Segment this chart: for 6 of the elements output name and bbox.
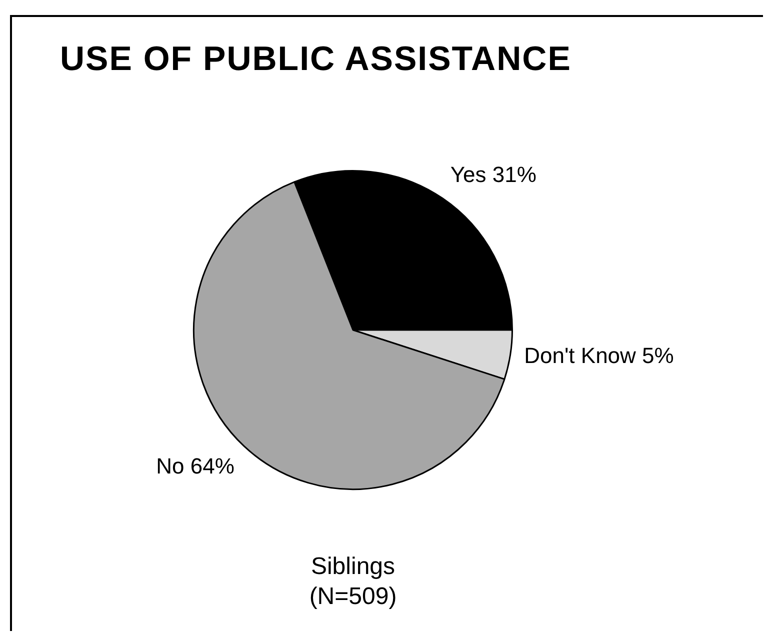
text: Siblings: [310, 552, 396, 582]
chart-title: USE OF PUBLIC ASSISTANCE: [60, 40, 572, 79]
text: (N=509): [308, 582, 398, 612]
slice-label: Yes 31%: [450, 162, 536, 187]
slice-label: Don't Know 5%: [524, 343, 674, 368]
slice-label: No 64%: [156, 453, 234, 478]
